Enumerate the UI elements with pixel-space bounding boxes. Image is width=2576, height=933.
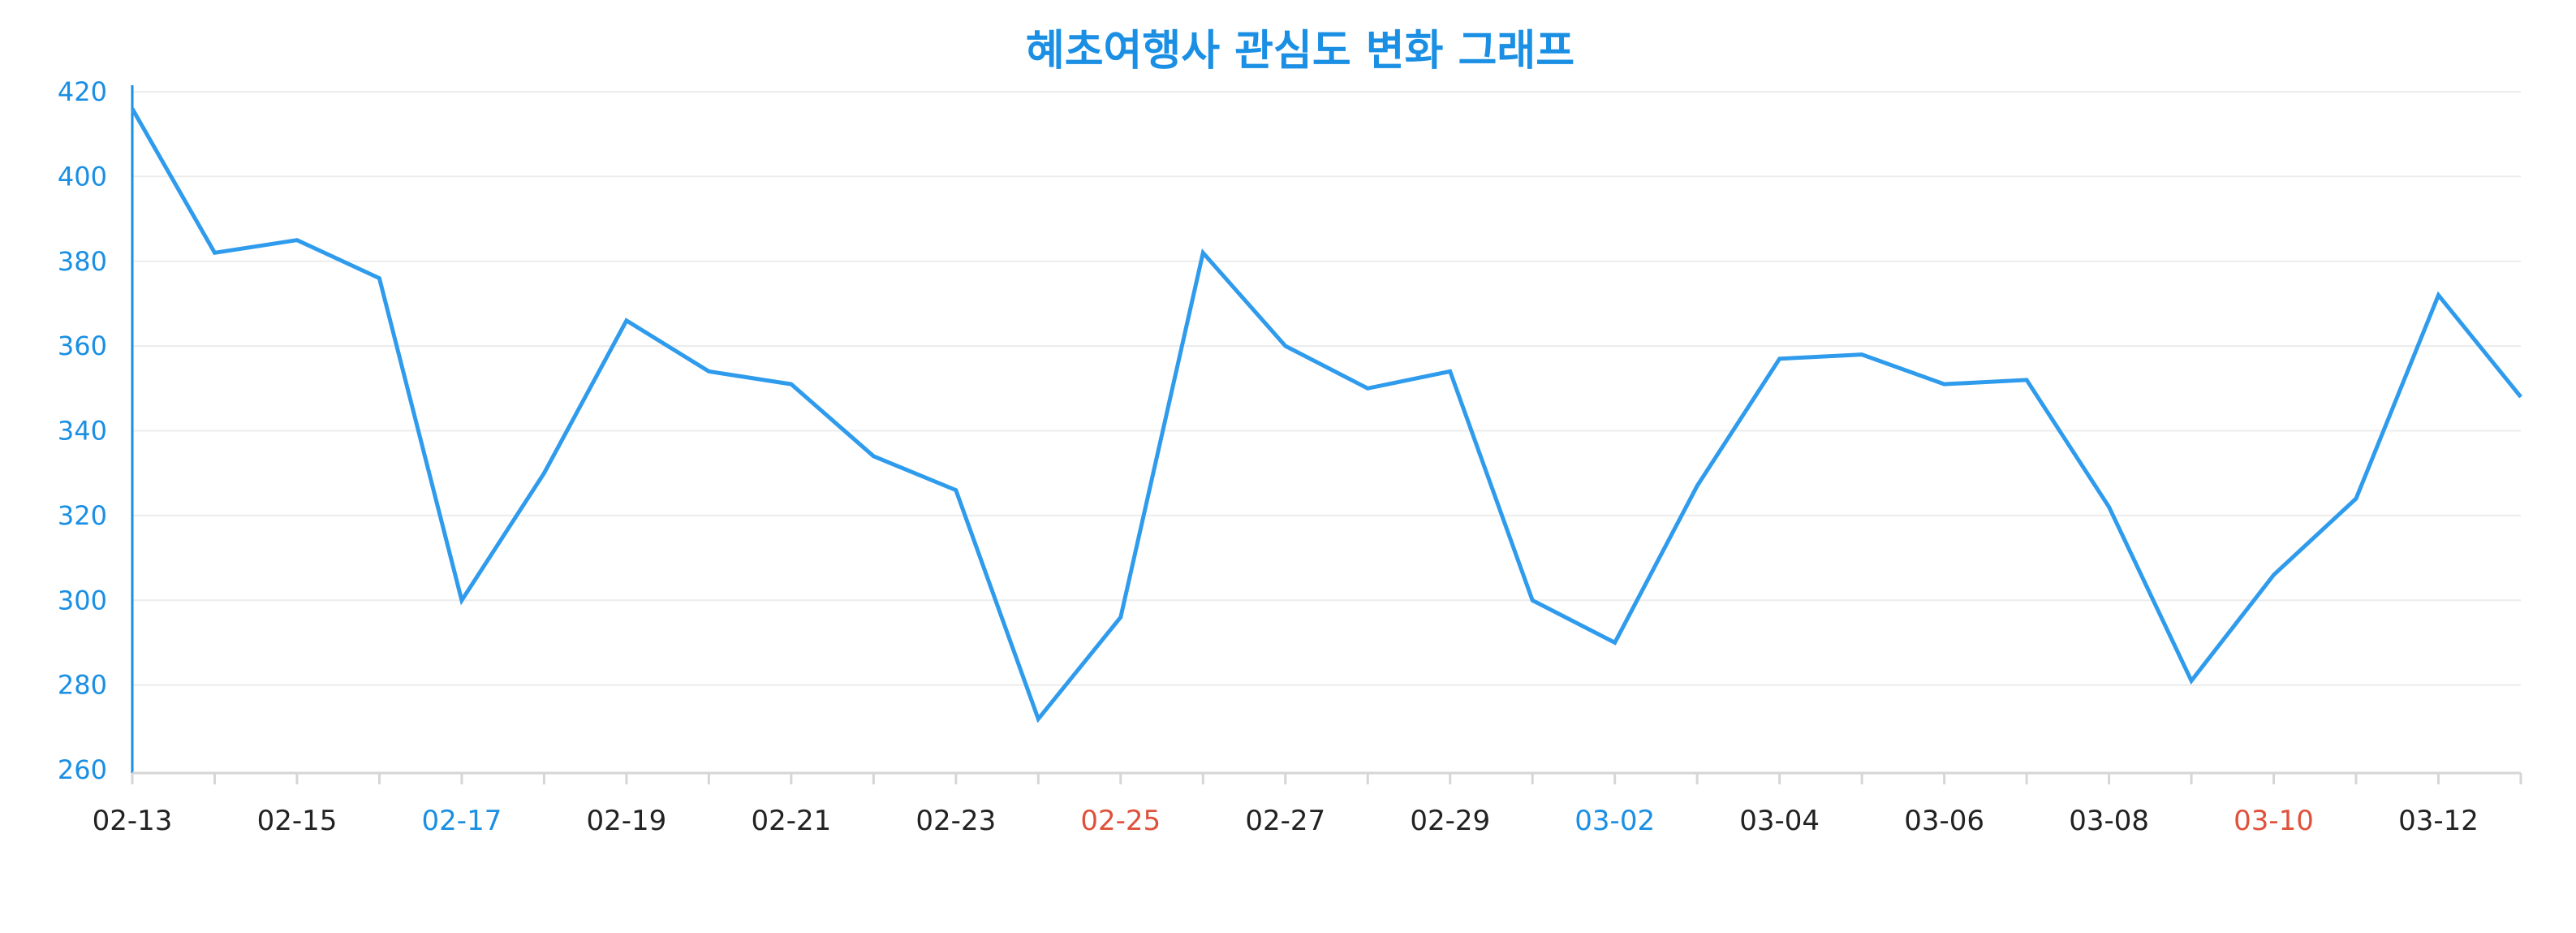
x-tick-label: 02-15: [257, 805, 338, 837]
data-point: [378, 278, 380, 279]
y-tick-label: 280: [58, 670, 107, 701]
data-point: [2520, 396, 2522, 398]
x-tick-label: 02-17: [422, 805, 502, 837]
series-line: [130, 107, 2522, 724]
data-point: [1285, 345, 1286, 347]
grid-lines: [132, 91, 2521, 686]
data-point: [790, 383, 792, 385]
data-point: [1861, 354, 1863, 356]
x-tick-label: 03-02: [1574, 805, 1655, 837]
y-tick-label: 300: [58, 585, 107, 616]
data-point: [1120, 616, 1122, 618]
y-tick-label: 380: [58, 246, 107, 277]
y-tick-label: 320: [58, 500, 107, 531]
x-tick-label: 02-21: [751, 805, 831, 837]
y-tick-label: 420: [58, 76, 107, 107]
data-point: [2190, 680, 2192, 681]
x-tick-label: 03-04: [1739, 805, 1820, 837]
axes: [131, 85, 2522, 784]
x-tick-label: 03-12: [2398, 805, 2479, 837]
x-tick-label: 02-13: [93, 805, 173, 837]
data-point: [1531, 599, 1533, 601]
chart-title: 혜초여행사 관심도 변화 그래프: [1026, 27, 1574, 76]
y-axis-ticks: 420 400 380 360 340 320 300 280 260: [58, 76, 107, 785]
x-tick-label: 02-19: [586, 805, 666, 837]
x-tick-label: 02-27: [1245, 805, 1325, 837]
y-tick-label: 400: [58, 161, 107, 192]
data-point: [1779, 358, 1781, 360]
data-point: [626, 320, 627, 322]
y-tick-label: 260: [58, 754, 107, 785]
x-tick-label: 03-08: [2069, 805, 2149, 837]
series-lines: [130, 107, 2522, 724]
x-tick-label: 03-06: [1904, 805, 1984, 837]
data-point: [2438, 295, 2440, 296]
data-point: [461, 599, 463, 601]
y-tick-label: 340: [58, 416, 107, 447]
x-tick-label: 02-29: [1410, 805, 1490, 837]
data-point: [2273, 574, 2275, 576]
x-axis-ticks: 02-13 02-15 02-17 02-19 02-21 02-23 02-25 02-27…: [93, 805, 2479, 837]
x-tick-label: 02-25: [1080, 805, 1161, 837]
data-point: [1614, 641, 1616, 643]
y-tick-label: 360: [58, 330, 107, 361]
data-point: [1944, 383, 1945, 385]
data-point: [131, 108, 133, 110]
x-tick-label: 03-10: [2234, 805, 2314, 837]
x-tick-label: 02-23: [915, 805, 996, 837]
